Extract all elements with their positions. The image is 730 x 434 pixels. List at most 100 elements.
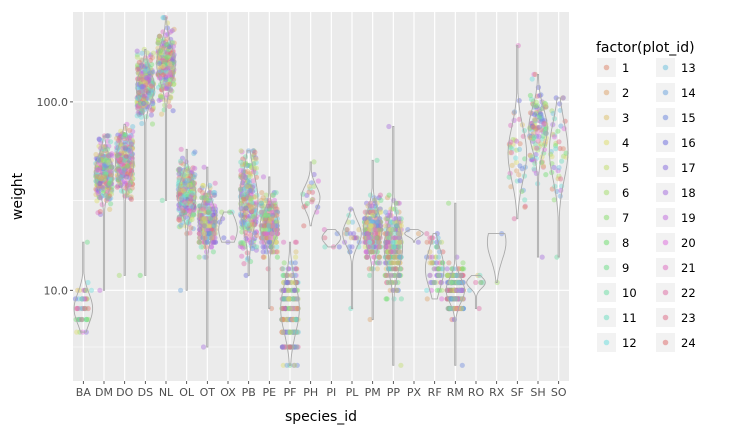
data-point xyxy=(141,69,147,76)
data-point xyxy=(95,167,101,173)
data-point xyxy=(130,176,136,182)
data-point xyxy=(187,183,193,189)
data-point xyxy=(99,161,105,167)
data-point xyxy=(130,124,136,130)
data-point xyxy=(126,147,132,153)
data-point xyxy=(189,192,195,198)
data-point xyxy=(117,156,123,162)
data-point xyxy=(243,205,249,211)
legend-item: 16 xyxy=(656,133,696,152)
data-point xyxy=(147,93,153,100)
data-point xyxy=(168,67,174,74)
data-point xyxy=(143,87,149,93)
data-point xyxy=(186,183,192,189)
data-point xyxy=(78,316,84,323)
data-point xyxy=(136,81,142,87)
legend-label: 10 xyxy=(622,286,637,300)
data-point xyxy=(188,196,194,202)
data-point xyxy=(140,93,146,99)
data-point xyxy=(516,172,522,178)
data-point xyxy=(115,154,121,160)
data-point xyxy=(532,116,538,122)
data-point xyxy=(128,162,134,168)
data-point xyxy=(104,157,110,163)
data-point xyxy=(522,197,528,203)
data-point xyxy=(100,166,106,172)
data-point xyxy=(209,203,215,209)
data-point xyxy=(182,188,188,194)
data-point xyxy=(122,179,128,185)
data-point xyxy=(120,145,126,151)
data-point xyxy=(292,266,298,272)
data-point xyxy=(158,50,164,56)
data-point xyxy=(122,156,128,162)
x-tick-label: DM xyxy=(95,386,113,399)
grid-lines xyxy=(73,12,569,381)
data-point xyxy=(348,235,354,241)
data-point xyxy=(162,102,168,108)
data-point xyxy=(139,86,146,92)
x-tick-label: PI xyxy=(326,386,336,399)
data-point xyxy=(292,260,298,266)
data-point xyxy=(103,157,109,163)
data-point xyxy=(207,216,213,222)
data-point xyxy=(99,174,105,180)
data-point xyxy=(424,287,430,293)
data-point xyxy=(163,74,169,80)
data-point xyxy=(269,216,275,222)
data-point xyxy=(104,169,110,175)
data-point xyxy=(164,52,170,58)
data-point xyxy=(101,187,107,193)
data-point xyxy=(196,235,203,241)
data-point xyxy=(157,61,163,67)
legend-item: 23 xyxy=(656,308,696,327)
data-point xyxy=(103,161,109,167)
data-point xyxy=(138,110,144,116)
data-point xyxy=(186,205,192,211)
data-point xyxy=(155,53,161,59)
data-point xyxy=(146,89,152,95)
data-point xyxy=(203,223,209,229)
data-point xyxy=(82,287,88,293)
data-point xyxy=(139,50,145,56)
data-point xyxy=(187,182,193,189)
data-point xyxy=(185,220,191,226)
data-point xyxy=(119,161,125,167)
data-point xyxy=(136,109,142,115)
data-point xyxy=(102,171,108,178)
data-point xyxy=(119,142,125,148)
data-point xyxy=(450,279,456,286)
data-point xyxy=(84,239,90,245)
data-point xyxy=(118,161,124,168)
data-point xyxy=(553,146,559,152)
data-point xyxy=(241,192,247,198)
data-point xyxy=(118,156,124,162)
data-point xyxy=(116,272,122,278)
data-point xyxy=(115,164,121,170)
data-point xyxy=(431,279,437,286)
data-point xyxy=(267,239,273,245)
data-point xyxy=(519,166,525,172)
data-point xyxy=(157,55,163,61)
data-point xyxy=(250,213,256,219)
data-point xyxy=(198,244,204,250)
data-point xyxy=(103,161,109,167)
data-point xyxy=(99,152,105,159)
data-point xyxy=(210,223,216,229)
data-point xyxy=(200,227,206,233)
data-point xyxy=(79,296,85,302)
legend-label: 15 xyxy=(681,111,696,125)
data-point xyxy=(164,20,171,26)
data-point xyxy=(160,61,167,67)
data-point xyxy=(178,186,184,192)
data-point xyxy=(159,197,165,203)
data-point xyxy=(199,212,205,218)
x-tick-label: RX xyxy=(489,386,505,399)
data-point xyxy=(163,69,169,75)
data-point xyxy=(85,305,91,312)
data-point xyxy=(543,172,549,178)
data-point xyxy=(163,65,169,71)
data-point xyxy=(160,57,166,64)
data-point xyxy=(260,195,266,201)
